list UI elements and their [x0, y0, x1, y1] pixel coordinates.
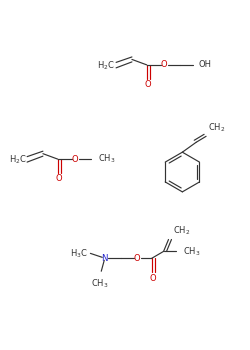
Text: O: O	[160, 61, 167, 69]
Text: CH$_3$: CH$_3$	[90, 277, 108, 290]
Text: CH$_2$: CH$_2$	[174, 224, 191, 237]
Text: O: O	[150, 274, 156, 283]
Text: O: O	[71, 155, 78, 164]
Text: CH$_2$: CH$_2$	[208, 122, 226, 134]
Text: O: O	[145, 80, 152, 89]
Text: H$_3$C: H$_3$C	[70, 247, 87, 260]
Text: OH: OH	[198, 61, 211, 69]
Text: O: O	[134, 254, 140, 263]
Text: CH$_3$: CH$_3$	[98, 153, 116, 166]
Text: N: N	[101, 254, 107, 263]
Text: H$_2$C: H$_2$C	[9, 154, 27, 166]
Text: CH$_3$: CH$_3$	[183, 245, 201, 258]
Text: H$_2$C: H$_2$C	[97, 60, 115, 72]
Text: O: O	[56, 174, 62, 183]
